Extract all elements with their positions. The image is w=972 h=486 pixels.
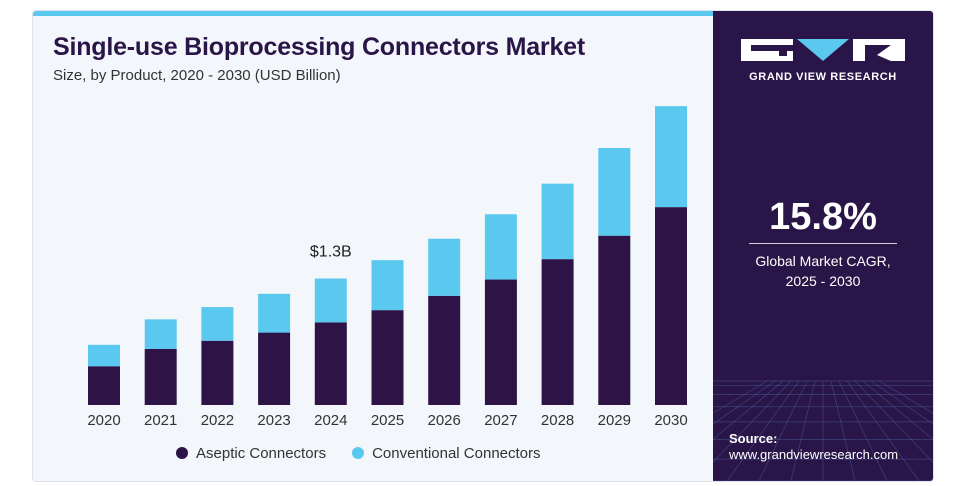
x-tick-label: 2025 bbox=[371, 412, 404, 429]
bar-aseptic-2028 bbox=[541, 259, 574, 405]
bar-aseptic-2029 bbox=[598, 235, 631, 405]
bar-aseptic-2020 bbox=[88, 366, 120, 405]
chart-subtitle: Size, by Product, 2020 - 2030 (USD Billi… bbox=[53, 67, 341, 84]
legend-label-aseptic: Aseptic Connectors bbox=[196, 444, 327, 462]
bar-aseptic-2023 bbox=[258, 332, 291, 405]
bar-conventional-2028 bbox=[541, 183, 574, 260]
x-tick-label: 2026 bbox=[428, 412, 461, 429]
bar-conventional-2024 bbox=[314, 278, 347, 323]
grand-view-research-logo bbox=[741, 39, 905, 61]
chart-title: Single-use Bioprocessing Connectors Mark… bbox=[53, 33, 585, 61]
legend-label-conventional: Conventional Connectors bbox=[372, 444, 541, 462]
annotation-label: $1.3B bbox=[310, 244, 352, 261]
bar-aseptic-2030 bbox=[655, 207, 687, 405]
bar-conventional-2023 bbox=[258, 293, 291, 333]
source-url: www.grandviewresearch.com bbox=[729, 447, 899, 462]
x-tick-label: 2028 bbox=[541, 412, 574, 429]
bar-conventional-2026 bbox=[428, 238, 461, 296]
bar-conventional-2027 bbox=[484, 214, 517, 280]
source-label: Source: bbox=[729, 431, 778, 446]
chart-panel: Single-use Bioprocessing Connectors Mark… bbox=[33, 11, 713, 481]
bar-conventional-2025 bbox=[371, 260, 404, 311]
x-tick-label: 2020 bbox=[87, 412, 120, 429]
brand-panel: GRAND VIEW RESEARCH 15.8% Global Market … bbox=[713, 11, 933, 481]
x-tick-label: 2024 bbox=[314, 412, 347, 429]
bar-aseptic-2022 bbox=[201, 340, 234, 405]
cagr-label-line2: 2025 - 2030 bbox=[785, 273, 861, 289]
cagr-label: Global Market CAGR, 2025 - 2030 bbox=[713, 251, 933, 291]
bar-aseptic-2026 bbox=[428, 295, 461, 405]
cagr-divider bbox=[749, 243, 897, 244]
x-tick-label: 2022 bbox=[201, 412, 234, 429]
x-tick-label: 2021 bbox=[144, 412, 177, 429]
x-tick-label: 2030 bbox=[654, 412, 687, 429]
decorative-grid bbox=[713, 380, 933, 481]
bar-conventional-2021 bbox=[144, 319, 177, 349]
legend-item-conventional: Conventional Connectors bbox=[352, 444, 541, 462]
bar-aseptic-2024 bbox=[314, 322, 347, 405]
legend-swatch-aseptic bbox=[176, 447, 188, 459]
bar-conventional-2022 bbox=[201, 307, 234, 341]
brand-name: GRAND VIEW RESEARCH bbox=[749, 71, 897, 83]
bar-aseptic-2025 bbox=[371, 310, 404, 405]
chart-legend: Aseptic Connectors Conventional Connecto… bbox=[176, 443, 567, 463]
cagr-label-line1: Global Market CAGR, bbox=[755, 253, 891, 269]
x-tick-label: 2029 bbox=[598, 412, 631, 429]
x-tick-label: 2023 bbox=[257, 412, 290, 429]
bar-chart: 2020 2021 2022 2023 2024 $1.3B 2025 2026 2027 202… bbox=[87, 106, 688, 429]
x-tick-label: 2027 bbox=[484, 412, 517, 429]
accent-bar bbox=[33, 11, 713, 16]
bar-conventional-2029 bbox=[598, 147, 631, 236]
legend-swatch-conventional bbox=[352, 447, 365, 459]
bar-conventional-2030 bbox=[655, 106, 687, 208]
chart-card: Single-use Bioprocessing Connectors Mark… bbox=[32, 10, 934, 482]
bar-aseptic-2027 bbox=[484, 279, 517, 405]
bar-conventional-2020 bbox=[88, 344, 120, 367]
cagr-value: 15.8% bbox=[769, 196, 877, 238]
legend-item-aseptic: Aseptic Connectors bbox=[176, 445, 326, 462]
bar-aseptic-2021 bbox=[144, 348, 177, 405]
